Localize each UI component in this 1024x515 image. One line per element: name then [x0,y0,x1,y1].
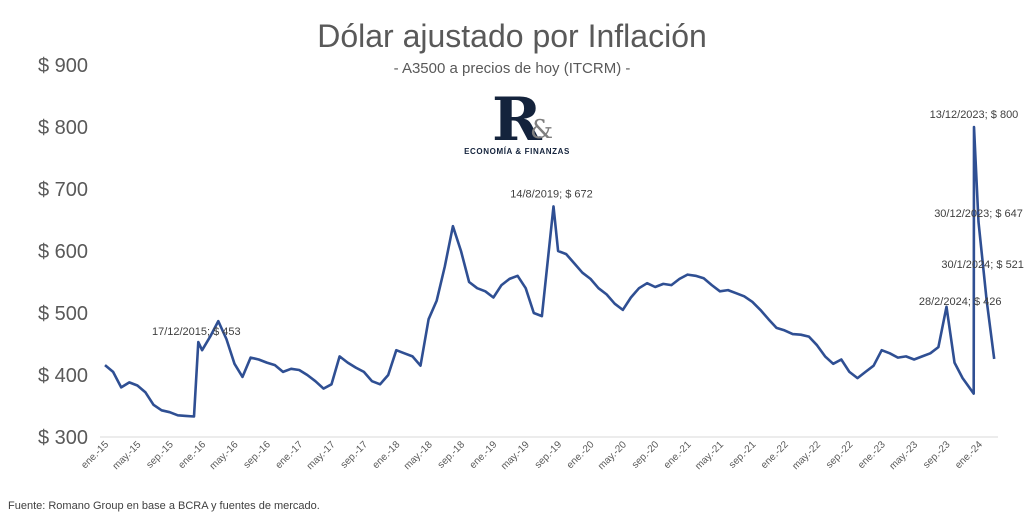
x-tick-label: may.-20 [596,439,629,472]
x-tick-label: sep.-19 [533,439,565,471]
x-tick-label: ene.-22 [759,439,791,471]
y-tick-label: $ 500 [38,303,88,325]
x-axis: ene.-15 may.-15 sep.-15 ene.-16 may.-16 sep.-… [79,439,985,472]
x-tick-label: sep.-15 [144,439,176,471]
x-tick-label: sep.-22 [824,439,856,471]
data-label: 30/1/2024; $ 521 [941,259,1024,271]
y-tick-label: $ 400 [38,365,88,387]
x-tick-label: may.-23 [887,439,920,472]
y-tick-label: $ 300 [38,427,88,449]
x-tick-label: sep.-23 [921,439,953,471]
x-tick-label: ene.-17 [274,439,306,471]
x-tick-label: ene.-20 [565,439,597,471]
x-tick-label: may.-16 [208,439,241,472]
y-tick-label: $ 900 [38,55,88,77]
y-tick-label: $ 700 [38,179,88,201]
y-tick-label: $ 800 [38,117,88,139]
logo-tagline: ECONOMÍA & FINANZAS [464,147,570,156]
logo-mark: R [492,85,543,155]
chart-title: Dólar ajustado por Inflación [317,18,707,54]
brand-logo: R & ECONOMÍA & FINANZAS [464,85,570,156]
logo-ampersand: & [530,115,553,145]
x-tick-label: may.-22 [790,439,823,472]
data-label: 30/12/2023; $ 647 [934,208,1023,220]
data-label: 13/12/2023; $ 800 [930,109,1019,121]
data-label: 17/12/2015; $ 453 [152,326,241,338]
x-tick-label: may.-17 [305,439,338,472]
x-tick-label: sep.-18 [436,439,468,471]
y-tick-label: $ 600 [38,241,88,263]
x-tick-label: may.-19 [499,439,532,472]
x-tick-label: ene.-21 [662,439,694,471]
x-tick-label: ene.-24 [953,439,985,471]
x-tick-label: sep.-20 [630,439,662,471]
chart-subtitle: - A3500 a precios de hoy (ITCRM) - [394,60,631,77]
data-label: 28/2/2024; $ 426 [919,296,1002,308]
x-tick-label: sep.-21 [727,439,759,471]
x-tick-label: may.-21 [693,439,726,472]
x-tick-label: may.-18 [402,439,435,472]
x-tick-label: ene.-23 [856,439,888,471]
x-tick-label: may.-15 [111,439,144,472]
x-tick-label: ene.-16 [176,439,208,471]
annotations: 17/12/2015; $ 453 14/8/2019; $ 672 13/12/2… [152,109,1024,338]
data-label: 14/8/2019; $ 672 [510,188,593,200]
series-line [104,125,996,418]
x-tick-label: sep.-17 [339,439,371,471]
y-axis: $ 900 $ 800 $ 700 $ 600 $ 500 $ 400 $ 300 [38,55,88,449]
x-tick-label: sep.-16 [242,439,274,471]
x-tick-label: ene.-19 [468,439,500,471]
source-note: Fuente: Romano Group en base a BCRA y fu… [8,500,320,512]
x-tick-label: ene.-18 [371,439,403,471]
